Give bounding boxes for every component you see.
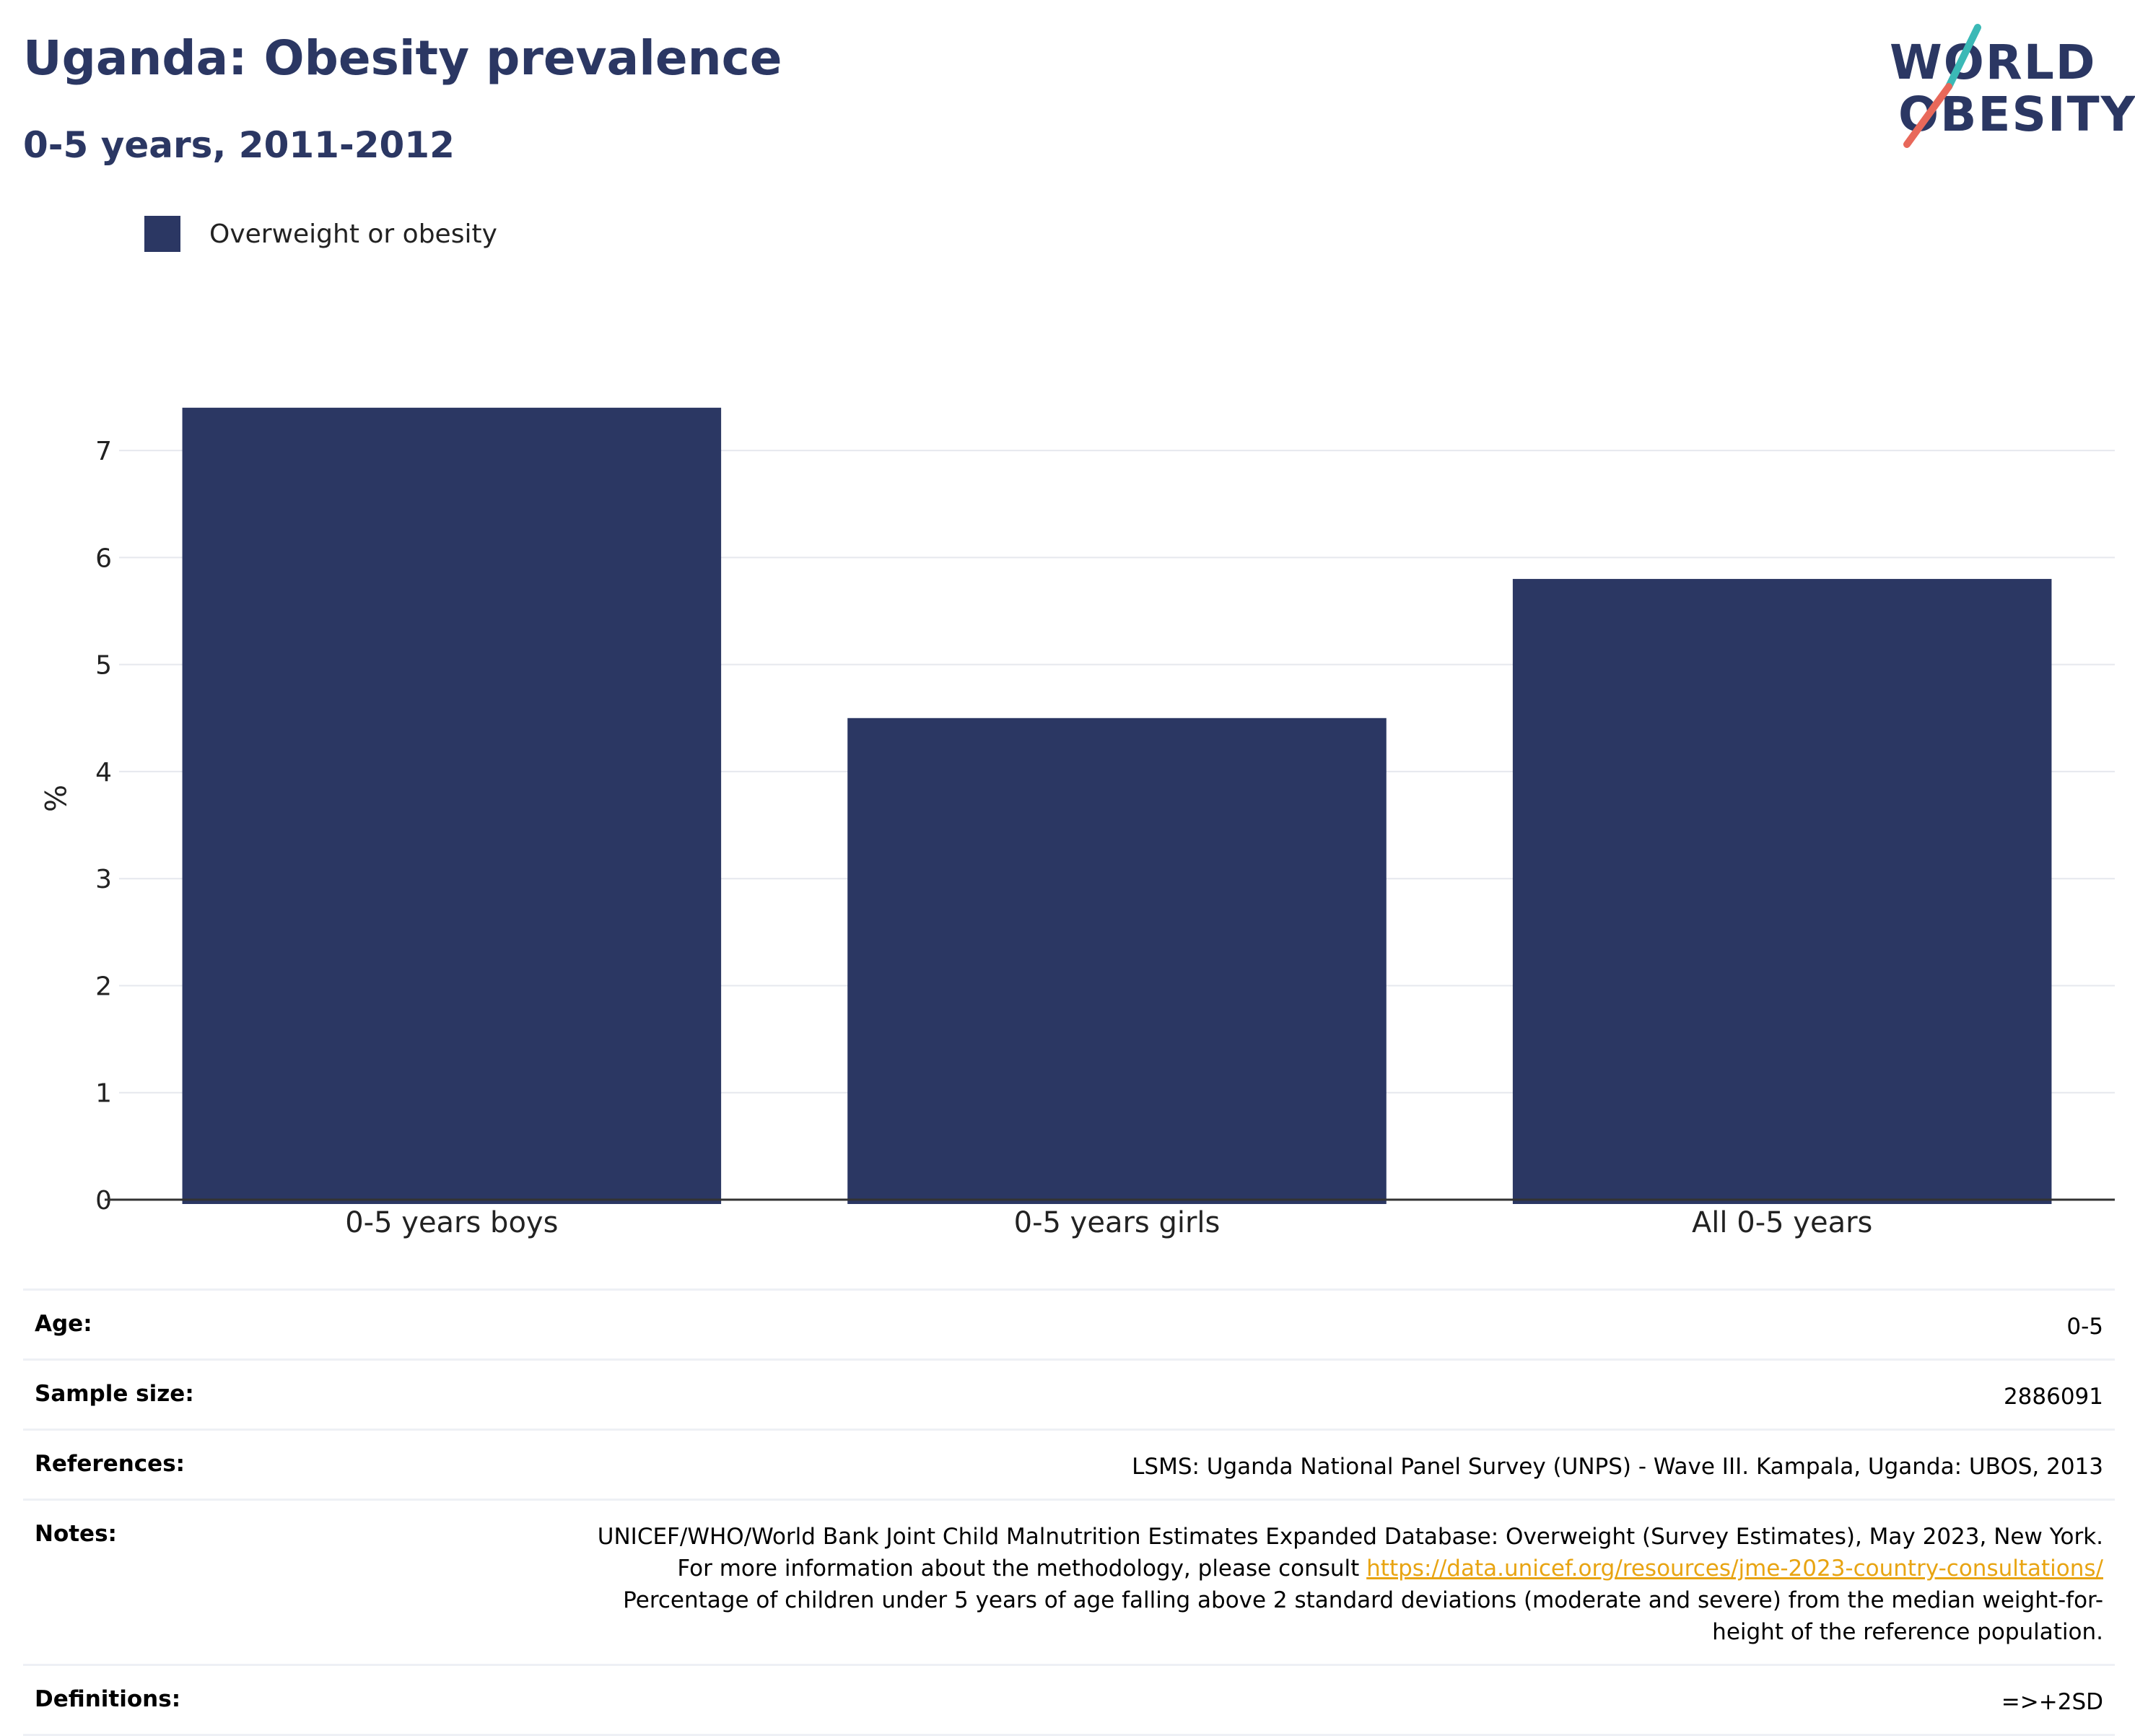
bar-0 [182, 407, 722, 1204]
chart-subtitle: 0-5 years, 2011-2012 [23, 124, 455, 166]
notes-link[interactable]: https://data.unicef.org/resources/jme-20… [1366, 1556, 2103, 1582]
legend-label: Overweight or obesity [209, 219, 497, 249]
info-row-sample-size: Sample size: 2886091 [23, 1358, 2115, 1429]
y-tick-label-2: 2 [95, 972, 112, 1001]
info-row-age: Age: 0-5 [23, 1288, 2115, 1358]
x-tick-label-1: 0-5 years girls [1014, 1206, 1221, 1239]
notes-definition-text: Percentage of children under 5 years of … [623, 1587, 2103, 1645]
legend-swatch [144, 216, 180, 252]
y-tick-label-4: 4 [95, 758, 112, 788]
logo-slash-icon [1903, 24, 1981, 148]
x-tick-label-2: All 0-5 years [1692, 1206, 1872, 1239]
world-obesity-logo: WORLD OBESITY [1877, 20, 2135, 150]
y-tick-label-0: 0 [95, 1186, 112, 1216]
sample-size-value: 2886091 [2003, 1384, 2103, 1410]
y-tick-label-7: 7 [95, 437, 112, 466]
definitions-value: =>+2SD [2001, 1689, 2103, 1715]
chart-legend[interactable]: Overweight or obesity [144, 215, 497, 253]
y-tick-label-3: 3 [95, 865, 112, 894]
notes-label: Notes: [35, 1521, 117, 1547]
bar-chart: 0 1 2 3 4 5 6 7% 0-5 years boys 0-5 years girls Al… [38, 407, 2115, 1239]
references-label: References: [35, 1451, 185, 1477]
age-value: 0-5 [2066, 1314, 2103, 1340]
y-tick-label-6: 6 [95, 544, 112, 573]
info-row-references: References: LSMS: Uganda National Panel … [23, 1429, 2115, 1499]
notes-text: UNICEF/WHO/World Bank Joint Child Malnut… [597, 1524, 2103, 1582]
sample-size-label: Sample size: [35, 1381, 194, 1407]
definitions-label: Definitions: [35, 1686, 181, 1712]
age-label: Age: [35, 1311, 92, 1337]
bar-1 [847, 717, 1387, 1204]
y-axis-label: % [38, 785, 71, 812]
info-table: Age: 0-5 Sample size: 2886091 References… [23, 1288, 2115, 1736]
x-tick-label-0: 0-5 years boys [345, 1206, 558, 1239]
logo-line-1: WORLD [1890, 35, 2097, 90]
info-row-definitions: Definitions: =>+2SD [23, 1664, 2115, 1736]
y-tick-label-5: 5 [95, 651, 112, 681]
y-tick-label-1: 1 [95, 1079, 112, 1109]
notes-value: UNICEF/WHO/World Bank Joint Child Malnut… [559, 1521, 2103, 1648]
chart-title: Uganda: Obesity prevalence [23, 30, 782, 86]
references-value: LSMS: Uganda National Panel Survey (UNPS… [1132, 1454, 2103, 1480]
info-row-notes: Notes: UNICEF/WHO/World Bank Joint Child… [23, 1499, 2115, 1664]
bar-2 [1512, 579, 2052, 1204]
